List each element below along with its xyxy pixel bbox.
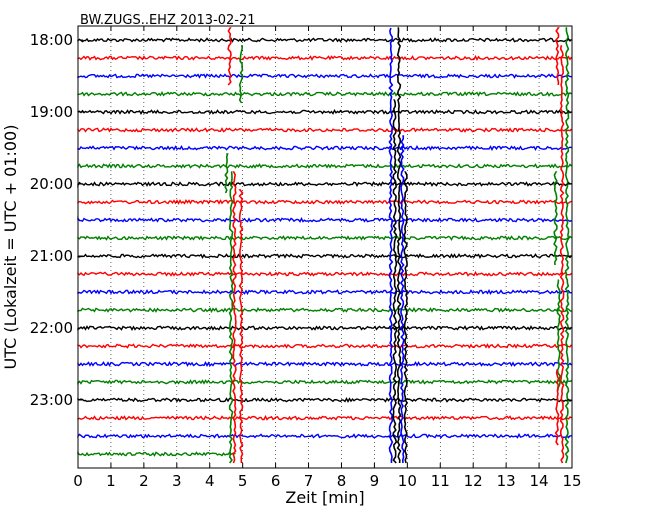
x-tick-label: 3: [172, 472, 182, 490]
event-spike: [553, 171, 558, 266]
event-spike: [388, 27, 394, 464]
x-tick-label: 0: [73, 472, 83, 490]
event-spike: [555, 27, 560, 86]
x-tick-label: 14: [530, 472, 549, 490]
event-spike: [559, 45, 565, 464]
y-tick-label: 22:00: [30, 319, 73, 337]
seismic-trace: [77, 199, 572, 205]
seismic-trace: [77, 343, 573, 349]
chart-title: BW.ZUGS..EHZ 2013-02-21: [80, 13, 256, 28]
seismic-trace: [77, 325, 573, 331]
seismic-trace: [77, 181, 572, 188]
event-spike: [564, 27, 570, 464]
event-spike: [224, 153, 229, 194]
x-tick-label: 4: [205, 472, 215, 490]
tick-layer: 0 1 2 3 4 5 6 7 8 9 10 11 12 13 14 1518:0019:0020:0021:…: [30, 26, 582, 490]
seismic-trace: [77, 163, 572, 169]
event-spike: [556, 279, 562, 392]
event-spike: [227, 27, 232, 86]
seismic-trace: [77, 54, 573, 61]
y-tick-label: 21:00: [30, 247, 73, 265]
x-axis-label: Zeit [min]: [285, 488, 364, 507]
seismic-trace: [77, 360, 573, 367]
event-spike: [228, 171, 234, 464]
event-spike: [396, 27, 402, 464]
event-spike: [238, 189, 244, 464]
event-spike: [238, 45, 244, 104]
y-tick-label: 20:00: [30, 175, 73, 193]
seismic-trace: [77, 235, 572, 241]
event-spike: [403, 171, 409, 464]
seismic-trace: [77, 91, 572, 97]
x-tick-label: 11: [431, 472, 450, 490]
seismic-trace: [77, 127, 573, 133]
y-tick-label: 19:00: [30, 103, 73, 121]
seismic-trace: [77, 306, 572, 314]
x-tick-label: 15: [562, 472, 581, 490]
seismic-trace: [77, 396, 572, 404]
y-tick-label: 23:00: [30, 391, 73, 409]
plot-frame: [77, 25, 573, 469]
seismic-trace: [77, 288, 572, 296]
trace-layer: [77, 37, 573, 457]
spike-layer: [224, 27, 570, 464]
x-tick-label: 1: [106, 472, 116, 490]
x-tick-label: 7: [304, 472, 314, 490]
x-tick-label: 9: [370, 472, 380, 490]
x-tick-label: 6: [271, 472, 281, 490]
seismic-trace: [77, 379, 572, 386]
seismic-trace: [77, 432, 572, 439]
x-tick-label: 8: [337, 472, 347, 490]
x-tick-label: 2: [139, 472, 149, 490]
seismic-trace: [77, 216, 572, 223]
seismic-trace: [77, 145, 572, 152]
x-tick-label: 13: [497, 472, 516, 490]
seismic-trace: [77, 270, 572, 277]
seismic-trace: [77, 253, 573, 259]
event-spike: [399, 135, 405, 464]
x-tick-label: 5: [238, 472, 248, 490]
x-tick-label: 10: [398, 472, 417, 490]
event-spike: [554, 369, 560, 446]
event-spike: [392, 99, 398, 464]
seismic-trace: [77, 37, 572, 43]
seismic-trace: [77, 73, 572, 79]
event-spike: [231, 171, 237, 464]
seismic-trace: [77, 414, 572, 421]
seismic-trace: [77, 108, 572, 116]
x-tick-label: 12: [464, 472, 483, 490]
y-axis-label: UTC (Lokalzeit = UTC + 01:00): [1, 125, 20, 370]
y-tick-label: 18:00: [30, 31, 73, 49]
seismic-trace: [77, 451, 236, 457]
